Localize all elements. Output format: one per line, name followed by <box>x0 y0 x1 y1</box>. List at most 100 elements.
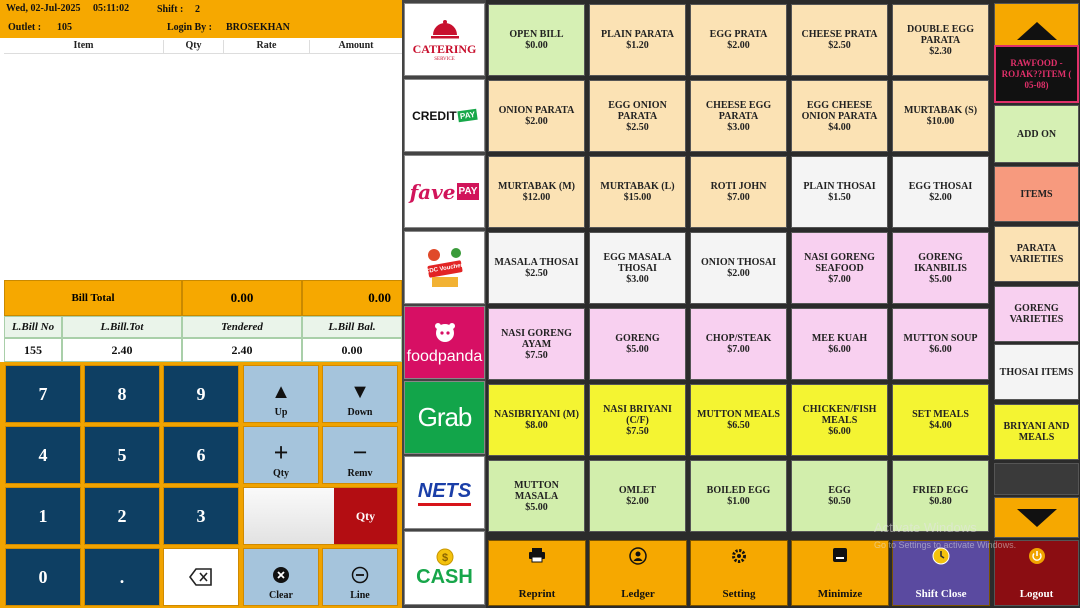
menu-item-price: $7.00 <box>828 273 851 285</box>
menu-item[interactable]: EGG CHEESE ONION PARATA $4.00 <box>791 80 888 152</box>
menu-item[interactable]: DOUBLE EGG PARATA $2.30 <box>892 4 989 76</box>
category-button[interactable]: THOSAI ITEMS <box>994 344 1079 400</box>
up-button[interactable]: ▲ Up <box>243 365 319 423</box>
menu-item[interactable]: MASALA THOSAI $2.50 <box>488 232 585 304</box>
line-button[interactable]: Line <box>322 548 398 606</box>
category-button[interactable]: ADD ON <box>994 105 1079 163</box>
clear-button[interactable]: Clear <box>243 548 319 606</box>
line-remove-icon <box>351 566 369 584</box>
last-bill-total-label: L.Bill.Tot <box>62 316 182 338</box>
key-2[interactable]: 2 <box>84 487 160 545</box>
menu-item-price: $0.50 <box>828 496 851 507</box>
menu-item[interactable]: CHICKEN/FISH MEALS $6.00 <box>791 384 888 456</box>
menu-item[interactable]: GORENG IKANBILIS $5.00 <box>892 232 989 304</box>
menu-item[interactable]: OPEN BILL $0.00 <box>488 4 585 76</box>
remove-button[interactable]: − Remv <box>322 426 398 484</box>
reprint-button[interactable]: Reprint <box>488 540 586 606</box>
nets-button[interactable]: NETS <box>404 456 485 529</box>
key-7[interactable]: 7 <box>5 365 81 423</box>
menu-item-name: OPEN BILL <box>509 29 564 40</box>
menu-item[interactable]: CHEESE PRATA $2.50 <box>791 4 888 76</box>
ledger-button[interactable]: Ledger <box>589 540 687 606</box>
plus-icon: + <box>273 438 289 467</box>
foodpanda-button[interactable]: foodpanda <box>404 306 485 379</box>
grab-button[interactable]: Grab <box>404 381 485 454</box>
menu-item[interactable]: MUTTON MEALS $6.50 <box>690 384 787 456</box>
key-dot[interactable]: . <box>84 548 160 606</box>
menu-item[interactable]: MURTABAK (M) $12.00 <box>488 156 585 228</box>
menu-item[interactable]: MURTABAK (L) $15.00 <box>589 156 686 228</box>
menu-item-price: $6.50 <box>727 420 750 431</box>
fave-pay-button[interactable]: fave PAY <box>404 155 485 228</box>
menu-item[interactable]: NASI GORENG AYAM $7.50 <box>488 308 585 380</box>
item-list[interactable] <box>4 54 402 280</box>
menu-item-price: $0.80 <box>929 496 952 507</box>
menu-item[interactable]: PLAIN PARATA $1.20 <box>589 4 686 76</box>
menu-item[interactable]: NASIBRIYANI (M) $8.00 <box>488 384 585 456</box>
backspace-button[interactable] <box>163 548 239 606</box>
menu-item-price: $2.00 <box>626 496 649 507</box>
cdc-voucher-button[interactable]: CDC Voucher <box>404 231 485 304</box>
credit-pay-button[interactable]: CREDIT PAY <box>404 79 485 152</box>
category-button[interactable]: PARATA VARIETIES <box>994 226 1079 282</box>
menu-item[interactable]: EGG MASALA THOSAI $3.00 <box>589 232 686 304</box>
menu-item[interactable]: EGG PRATA $2.00 <box>690 4 787 76</box>
cash-button[interactable]: $ CASH <box>404 531 485 605</box>
category-button[interactable]: GORENG VARIETIES <box>994 286 1079 342</box>
menu-item-name: NASI GORENG AYAM <box>501 327 572 350</box>
menu-item[interactable]: ONION THOSAI $2.00 <box>690 232 787 304</box>
menu-item[interactable]: GORENG $5.00 <box>589 308 686 380</box>
menu-item[interactable]: EGG ONION PARATA $2.50 <box>589 80 686 152</box>
menu-item[interactable]: CHEESE EGG PARATA $3.00 <box>690 80 787 152</box>
menu-item-name: MASALA THOSAI <box>494 257 579 268</box>
key-8[interactable]: 8 <box>84 365 160 423</box>
menu-item-name: GORENG IKANBILIS <box>914 251 967 274</box>
menu-item[interactable]: NASI GORENG SEAFOOD $7.00 <box>791 232 888 304</box>
tendered-label: Tendered <box>182 316 302 338</box>
key-5[interactable]: 5 <box>84 426 160 484</box>
menu-item[interactable]: PLAIN THOSAI $1.50 <box>791 156 888 228</box>
key-3[interactable]: 3 <box>163 487 239 545</box>
menu-item-name: ONION THOSAI <box>700 257 777 268</box>
minimize-button[interactable]: Minimize <box>791 540 889 606</box>
menu-item-price: $6.00 <box>828 425 851 437</box>
logout-button[interactable]: Logout <box>994 540 1079 606</box>
qty-toggle[interactable]: Qty <box>243 487 398 545</box>
arrow-down-icon: ▼ <box>350 381 370 403</box>
menu-item[interactable]: ROTI JOHN $7.00 <box>690 156 787 228</box>
menu-item[interactable]: OMLET $2.00 <box>589 460 686 532</box>
key-0[interactable]: 0 <box>5 548 81 606</box>
qty-plus-label: Qty <box>272 468 290 479</box>
menu-item[interactable]: MURTABAK (S) $10.00 <box>892 80 989 152</box>
line-label: Line <box>350 590 370 601</box>
shift-close-button[interactable]: Shift Close <box>892 540 990 606</box>
menu-item[interactable]: MUTTON MASALA $5.00 <box>488 460 585 532</box>
ledger-icon <box>629 547 647 565</box>
qty-plus-button[interactable]: + Qty <box>243 426 319 484</box>
menu-item[interactable]: MUTTON SOUP $6.00 <box>892 308 989 380</box>
power-icon <box>1028 548 1045 564</box>
scroll-down-button[interactable] <box>994 497 1079 538</box>
key-4[interactable]: 4 <box>5 426 81 484</box>
key-1[interactable]: 1 <box>5 487 81 545</box>
menu-item[interactable]: SET MEALS $4.00 <box>892 384 989 456</box>
menu-item[interactable]: EGG $0.50 <box>791 460 888 532</box>
key-9[interactable]: 9 <box>163 365 239 423</box>
bill-total-value: 0.00 <box>182 280 302 316</box>
menu-item-name: BOILED EGG <box>706 485 771 496</box>
menu-item[interactable]: EGG THOSAI $2.00 <box>892 156 989 228</box>
setting-button[interactable]: Setting <box>690 540 788 606</box>
category-button[interactable]: BRIYANI AND MEALS <box>994 404 1079 460</box>
category-button[interactable]: RAWFOOD - ROJAK??ITEM ( 05-08) <box>994 45 1079 103</box>
menu-item[interactable]: MEE KUAH $6.00 <box>791 308 888 380</box>
menu-item[interactable]: CHOP/STEAK $7.00 <box>690 308 787 380</box>
key-6[interactable]: 6 <box>163 426 239 484</box>
down-button[interactable]: ▼ Down <box>322 365 398 423</box>
catering-button[interactable]: CATERING SERVICE <box>404 3 485 76</box>
menu-item[interactable]: ONION PARATA $2.00 <box>488 80 585 152</box>
menu-item-price: $5.00 <box>525 501 548 513</box>
menu-item[interactable]: BOILED EGG $1.00 <box>690 460 787 532</box>
category-button[interactable]: ITEMS <box>994 166 1079 222</box>
menu-item[interactable]: NASI BRIYANI (C/F) $7.50 <box>589 384 686 456</box>
menu-item[interactable]: FRIED EGG $0.80 <box>892 460 989 532</box>
